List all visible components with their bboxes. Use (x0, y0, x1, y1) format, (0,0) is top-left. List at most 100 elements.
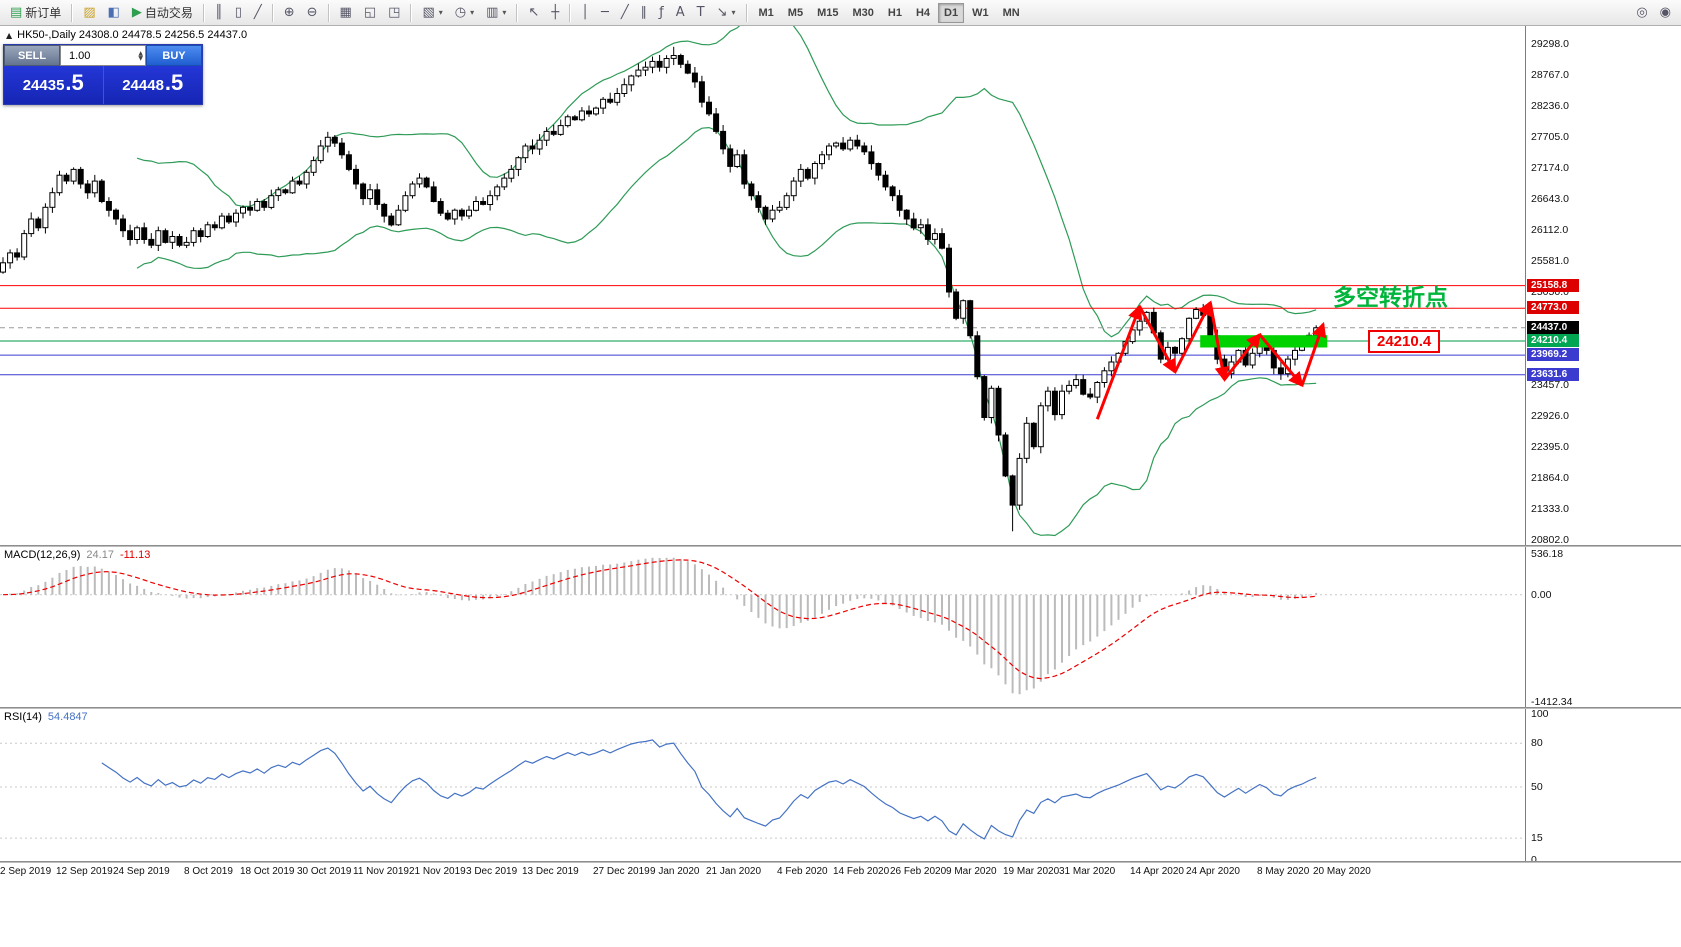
timeframe-m15-button[interactable]: M15 (811, 3, 844, 23)
periods-button[interactable]: ◷ ▾ (450, 3, 479, 23)
candle-body (487, 195, 494, 205)
zigzag-arrow[interactable] (1138, 305, 1177, 375)
zigzag-arrow[interactable] (1300, 321, 1327, 386)
toolbar-separator (745, 3, 748, 22)
volume-stepper[interactable]: ▲ ▼ (138, 49, 143, 62)
line-chart-button[interactable]: ╱ (249, 3, 267, 23)
timeframe-mn-button[interactable]: MN (997, 3, 1026, 23)
text-label-icon: T (696, 5, 705, 20)
macd-tick-label: 536.18 (1531, 548, 1564, 560)
timeframe-m30-button[interactable]: M30 (846, 3, 879, 23)
stepper-down-icon[interactable]: ▼ (138, 54, 143, 62)
timeframe-h1-button[interactable]: H1 (882, 3, 908, 23)
cascade-windows-button[interactable]: ◱ (359, 3, 381, 23)
timeframe-m1-button[interactable]: M1 (753, 3, 780, 23)
new-order-button[interactable]: ▤ 新订单 (5, 3, 66, 23)
horizontal-line-icon: ─ (600, 5, 609, 20)
dropdown-arrow-icon[interactable]: ▾ (731, 8, 736, 17)
one-click-trading-panel: SELL 1.00 ▲ ▼ BUY 24435 .5 24448 .5 (3, 44, 203, 105)
candle-body (218, 215, 225, 229)
rsi-tick-label: 80 (1531, 737, 1543, 749)
candle-body (946, 247, 952, 293)
macd-panel[interactable]: MACD(12,26,9) 24.17 -11.13 (0, 547, 1525, 707)
timeframe-h4-button[interactable]: H4 (910, 3, 936, 23)
rsi-axis[interactable]: 100 80 50 15 0 (1525, 708, 1681, 866)
zigzag-arrow[interactable] (1095, 304, 1143, 420)
arrows-button[interactable]: ↘ ▾ (712, 3, 741, 23)
panel-splitter[interactable] (0, 545, 1681, 547)
candle-body (353, 168, 359, 185)
zigzag-arrow[interactable] (1173, 300, 1212, 373)
candle-body (727, 148, 734, 167)
macd-value-main: 24.17 (86, 549, 114, 561)
new-order-button-label: 新订单 (25, 6, 62, 20)
candle-body (536, 139, 543, 150)
vertical-line-button[interactable]: │ (576, 3, 594, 23)
candle-body (1087, 393, 1094, 398)
candle-body (91, 180, 98, 194)
candle-body (49, 192, 56, 208)
horizontal-line-button[interactable]: ─ (596, 3, 614, 23)
dropdown-arrow-icon[interactable]: ▾ (502, 8, 507, 17)
candle-body (501, 177, 508, 188)
rsi-panel[interactable]: RSI(14) 54.4847 (0, 709, 1525, 861)
sell-price[interactable]: 24435 .5 (4, 66, 104, 104)
panel-splitter[interactable] (0, 861, 1681, 863)
text-label-button[interactable]: T (692, 3, 710, 23)
zoom-in-button[interactable]: ⊕ (279, 3, 300, 23)
candle-body (1186, 317, 1193, 340)
tile-windows-button[interactable]: ▦ (335, 3, 357, 23)
candle-body (388, 215, 395, 226)
market-watch-icon: ◧ (107, 5, 120, 20)
zigzag-arrow[interactable] (1223, 332, 1262, 381)
time-axis[interactable]: 2 Sep 2019 12 Sep 2019 24 Sep 2019 8 Oct 20… (0, 863, 1525, 885)
zoom-out-button[interactable]: ⊖ (302, 3, 323, 23)
text-button[interactable]: A (671, 3, 690, 23)
dropdown-arrow-icon[interactable]: ▾ (470, 8, 475, 17)
candle-body (713, 113, 720, 132)
price-callout[interactable]: 24210.4 (1368, 330, 1441, 353)
candle-body (233, 212, 239, 223)
arrange-windows-button[interactable]: ◳ (383, 3, 405, 23)
zigzag-arrow[interactable] (1258, 333, 1304, 388)
cursor-button[interactable]: ↖ (523, 3, 544, 23)
sell-button[interactable]: SELL (4, 45, 60, 66)
new-chart-button[interactable]: ▧ ▾ (417, 3, 447, 23)
trendline-button[interactable]: ╱ (616, 3, 634, 23)
charts-profile-button[interactable]: ▨ (78, 3, 100, 23)
charts-profile-icon: ▨ (83, 5, 96, 20)
fibonacci-button[interactable]: ƒ (654, 3, 669, 23)
candle-body (586, 110, 592, 115)
timeframe-m5-button[interactable]: M5 (782, 3, 809, 23)
price-axis[interactable]: 29298.0 28767.0 28236.0 27705.0 27174.0 26643… (1525, 26, 1681, 546)
dropdown-arrow-icon[interactable]: ▾ (438, 8, 443, 17)
autotrading-button[interactable]: ▶ 自动交易 (127, 3, 198, 23)
date-label: 31 Mar 2020 (1059, 866, 1116, 877)
templates-button[interactable]: ▥ ▾ (481, 3, 511, 23)
symbol-search-button[interactable]: ◎ (1631, 3, 1652, 23)
zoom-out-icon: ⊖ (306, 5, 318, 20)
zigzag-arrow[interactable] (1208, 302, 1230, 382)
buy-button[interactable]: BUY (146, 45, 202, 66)
buy-price[interactable]: 24448 .5 (104, 66, 203, 104)
volume-input[interactable]: 1.00 ▲ ▼ (60, 45, 146, 66)
candle-body (63, 174, 70, 182)
candle-body (473, 201, 479, 211)
stepper-up-icon[interactable]: ▲ (138, 49, 143, 57)
rsi-value: 54.4847 (47, 711, 88, 723)
bar-chart-button[interactable]: ║ (210, 3, 228, 23)
data-window-button[interactable]: ◉ (1655, 3, 1676, 23)
main-chart-area[interactable]: ▲ HK50-,Daily 24308.0 24478.5 24256.5 24… (0, 26, 1525, 545)
crosshair-button[interactable]: ┼ (546, 3, 564, 23)
market-watch-button[interactable]: ◧ (103, 3, 125, 23)
candlestick-chart-button[interactable]: ▯ (230, 3, 247, 23)
timeframe-w1-button[interactable]: W1 (966, 3, 995, 23)
timeframe-d1-button[interactable]: D1 (938, 2, 965, 23)
candle-body (296, 180, 303, 185)
panel-splitter[interactable] (0, 707, 1681, 709)
equidistant-channel-button[interactable]: ∥ (636, 3, 653, 23)
candle-body (437, 201, 444, 214)
annotation-text[interactable]: 多空转折点 (1333, 284, 1448, 310)
macd-axis[interactable]: 536.18 0.00 -1412.34 (1525, 547, 1681, 708)
